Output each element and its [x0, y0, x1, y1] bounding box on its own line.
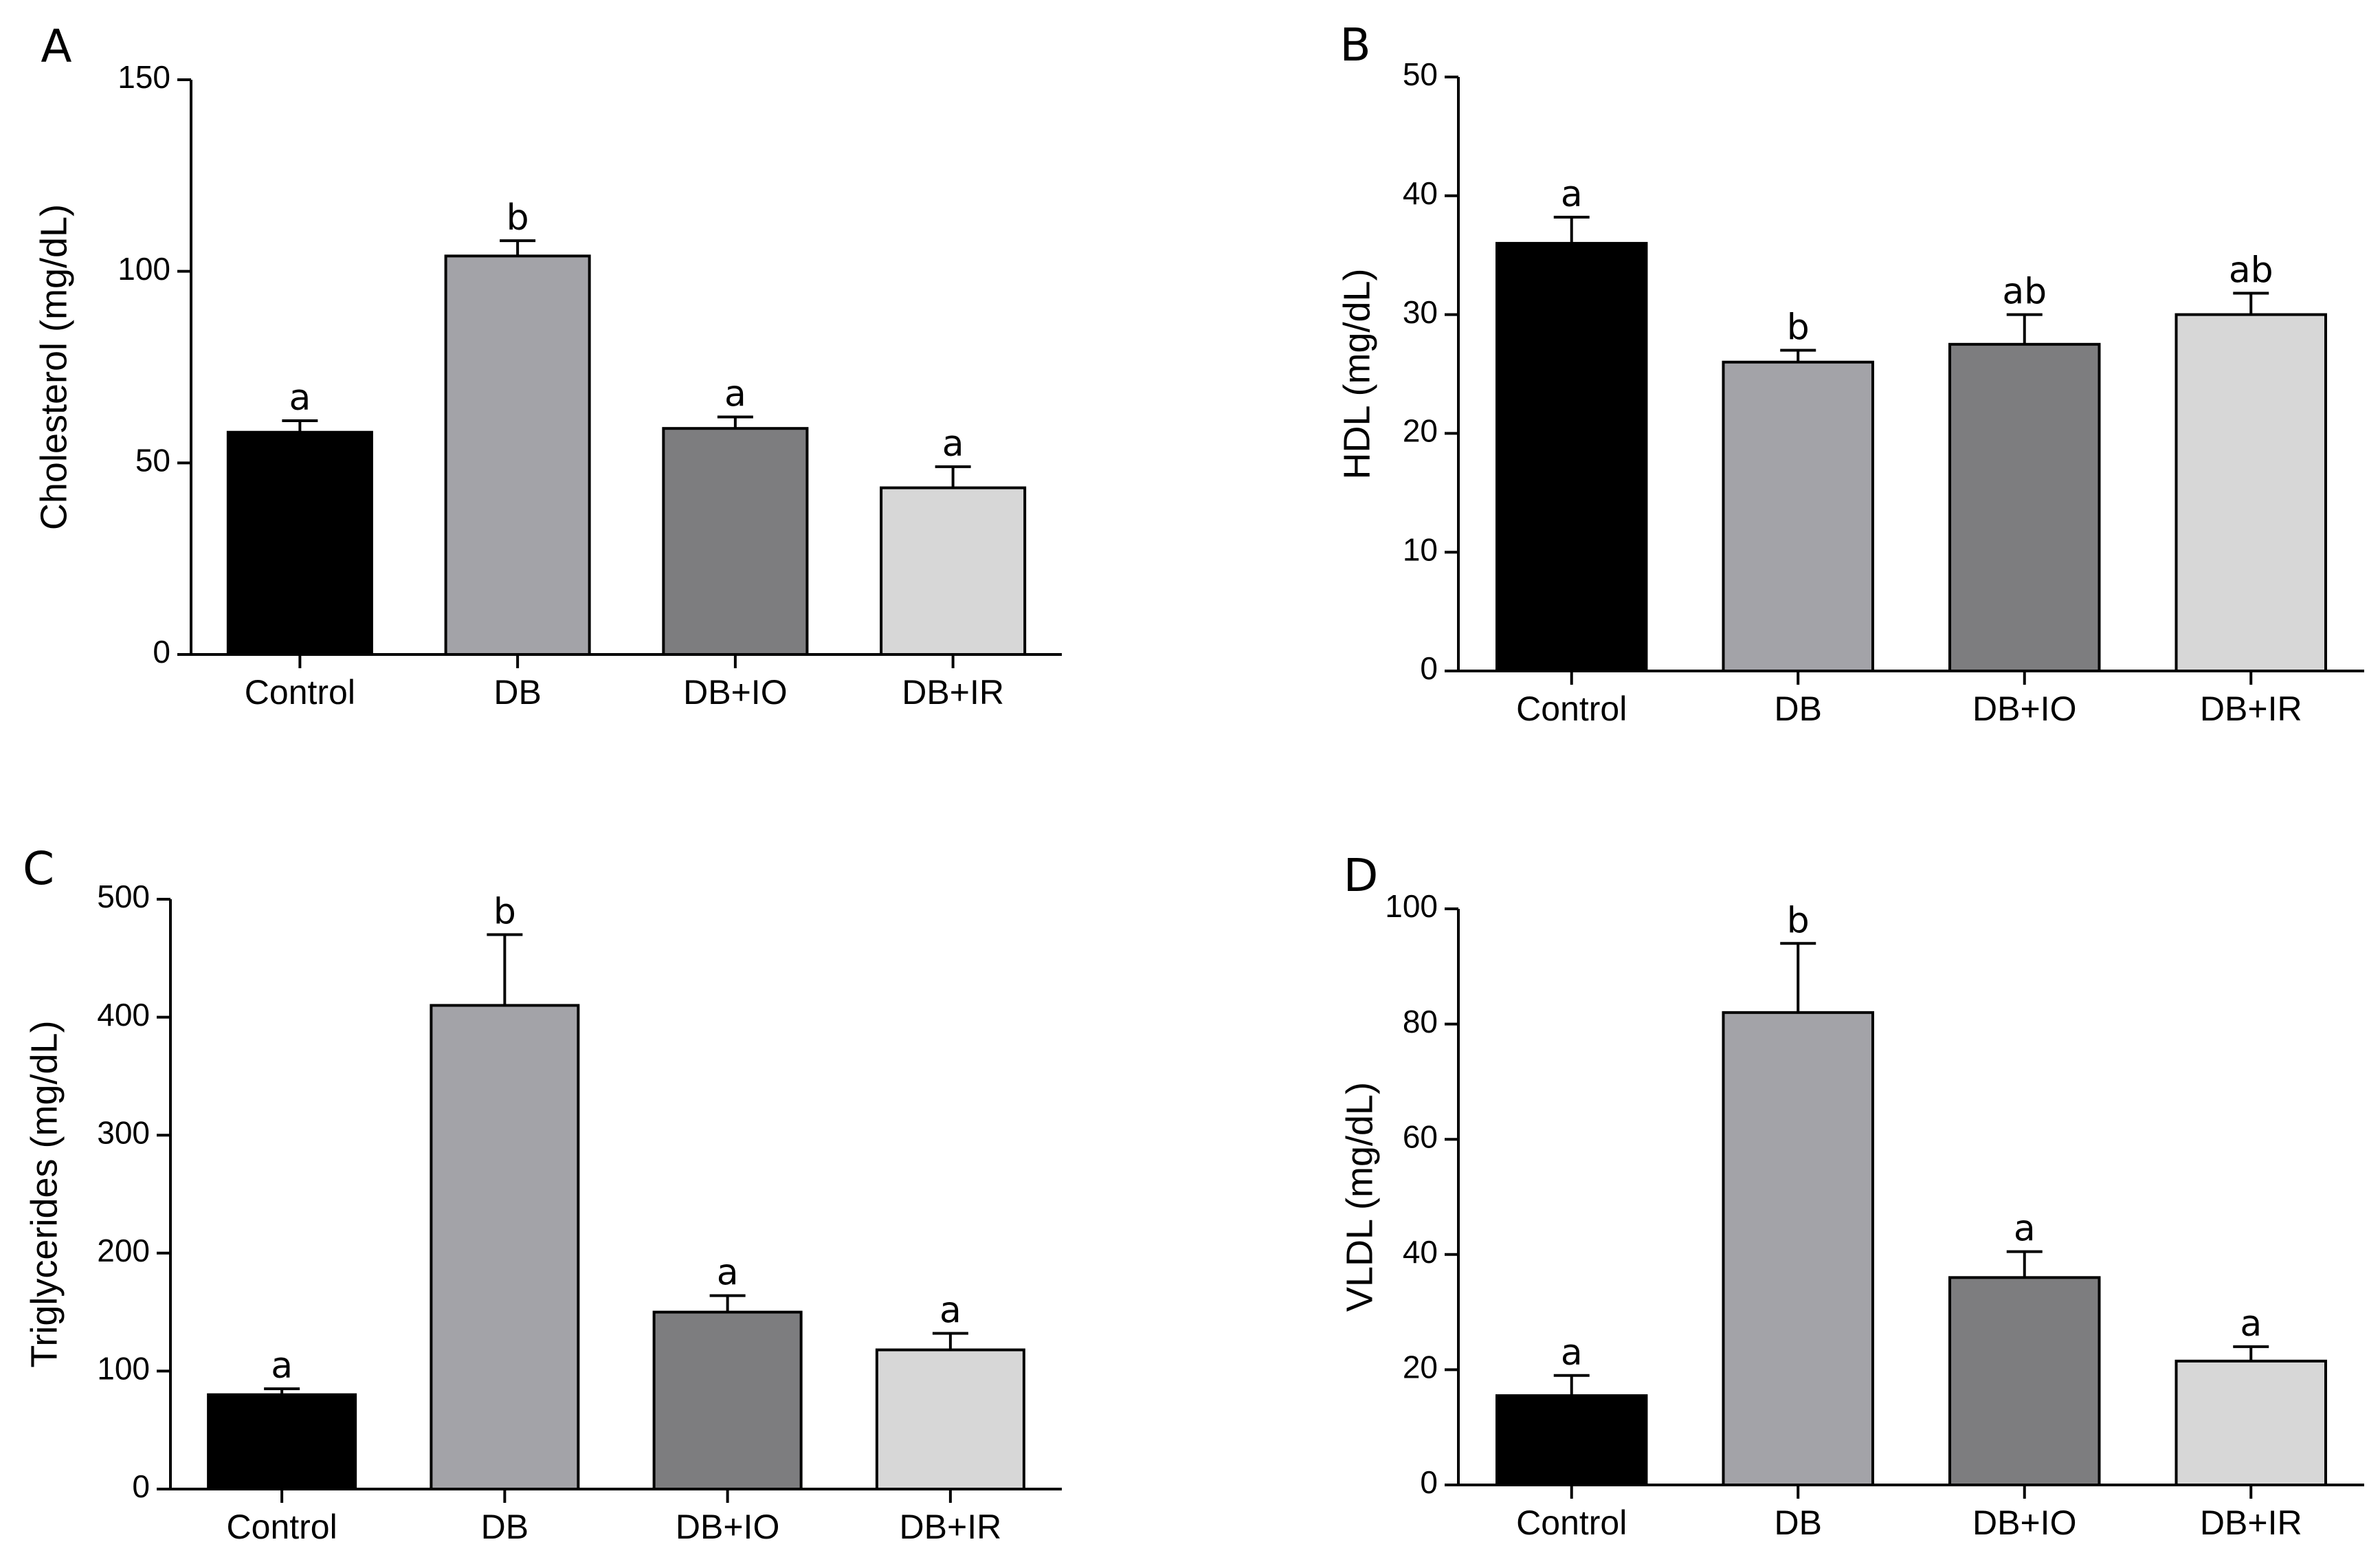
- y-tick-label: 0: [1420, 1464, 1438, 1500]
- x-tick-label: DB+IO: [1972, 690, 2076, 728]
- x-tick-label: DB+IR: [902, 673, 1004, 712]
- y-tick-label: 60: [1403, 1119, 1438, 1154]
- y-axis-label: VLDL (mg/dL): [1339, 1082, 1380, 1312]
- panel-b: B HDL (mg/dL) 0 10 20 30 40 50 Control a DB b DB+IO a…: [1336, 19, 2364, 728]
- bar: [1948, 342, 2101, 672]
- y-axis-label: Cholesterol (mg/dL): [33, 204, 74, 530]
- x-tick-label: Control: [227, 1508, 337, 1542]
- bar: [2175, 1359, 2327, 1486]
- significance-letter: b: [1787, 307, 1810, 348]
- panel-letter: C: [23, 842, 54, 895]
- x-tick-label: DB+IR: [2200, 690, 2302, 728]
- significance-letter: b: [493, 891, 516, 932]
- y-tick-label: 10: [1403, 531, 1438, 567]
- bar: [207, 1393, 357, 1490]
- y-tick-label: 300: [97, 1114, 150, 1150]
- significance-letter: b: [507, 197, 529, 239]
- bar: [875, 1348, 1025, 1490]
- panel-letter: B: [1339, 19, 1370, 71]
- x-tick-label: Control: [1516, 690, 1627, 728]
- bar: [880, 486, 1027, 656]
- significance-letter: a: [271, 1345, 293, 1387]
- panel-letter: A: [41, 20, 71, 73]
- y-tick-label: 20: [1403, 413, 1438, 449]
- y-tick-label: 0: [1420, 650, 1438, 686]
- y-tick-label: 0: [153, 634, 170, 670]
- y-axis-label: HDL (mg/dL): [1336, 268, 1377, 479]
- panel-letter: D: [1344, 849, 1379, 902]
- y-tick-label: 20: [1403, 1350, 1438, 1385]
- significance-letter: a: [717, 1253, 739, 1294]
- x-tick-label: DB+IR: [2200, 1504, 2302, 1542]
- bar: [2175, 313, 2327, 673]
- panel-a: A Cholesterol (mg/dL) 0 50 100 150 Control a DB b…: [33, 20, 1062, 712]
- x-tick-label: DB+IO: [1972, 1504, 2076, 1542]
- bar: [430, 1004, 580, 1490]
- x-tick-label: DB: [1775, 690, 1822, 728]
- y-tick-label: 0: [132, 1468, 150, 1504]
- x-tick-label: DB: [493, 673, 541, 712]
- y-tick-label: 40: [1403, 1234, 1438, 1270]
- x-tick-label: Control: [1516, 1504, 1627, 1542]
- x-tick-label: DB+IO: [676, 1508, 779, 1542]
- significance-letter: a: [1561, 1332, 1583, 1374]
- y-tick-label: 80: [1403, 1004, 1438, 1039]
- x-tick-label: Control: [245, 673, 355, 712]
- y-tick-label: 50: [135, 442, 170, 478]
- x-tick-label: DB: [481, 1508, 529, 1542]
- significance-letter: a: [1561, 174, 1583, 215]
- y-tick-label: 100: [118, 251, 170, 287]
- x-tick-label: DB+IR: [900, 1508, 1002, 1542]
- y-tick-label: 40: [1403, 175, 1438, 211]
- significance-letter: a: [942, 423, 964, 465]
- y-axis-label: Triglycerides (mg/dL): [23, 1020, 65, 1367]
- y-tick-label: 200: [97, 1233, 150, 1268]
- significance-letter: a: [939, 1290, 961, 1331]
- bar: [1495, 1394, 1648, 1486]
- bar: [226, 430, 373, 656]
- x-tick-label: DB: [1775, 1504, 1822, 1542]
- bar: [1722, 360, 1874, 672]
- bar: [444, 254, 591, 656]
- x-tick-label: DB+IO: [683, 673, 787, 712]
- bar: [1495, 241, 1648, 673]
- y-tick-label: 100: [1385, 888, 1438, 924]
- panel-c: C Triglycerides (mg/dL) 0 100 200 300 400 500 Co…: [23, 842, 1062, 1542]
- significance-letter: b: [1787, 900, 1810, 941]
- significance-letter: ab: [2002, 272, 2047, 313]
- significance-letter: a: [289, 377, 311, 419]
- y-tick-label: 400: [97, 997, 150, 1033]
- y-tick-label: 500: [97, 879, 150, 914]
- significance-letter: a: [724, 373, 746, 415]
- y-tick-label: 30: [1403, 294, 1438, 330]
- y-tick-label: 50: [1403, 56, 1438, 92]
- y-tick-label: 150: [118, 59, 170, 95]
- bar: [1722, 1011, 1874, 1486]
- bar: [652, 1310, 803, 1490]
- significance-letter: a: [2014, 1209, 2036, 1250]
- significance-letter: a: [2240, 1303, 2262, 1345]
- significance-letter: ab: [2229, 250, 2273, 291]
- panel-d: D VLDL (mg/dL) 0 20 40 60 80 100 Control a DB b DB+I…: [1339, 849, 2364, 1542]
- bar: [662, 427, 809, 656]
- bar: [1948, 1276, 2101, 1486]
- y-tick-label: 100: [97, 1351, 150, 1387]
